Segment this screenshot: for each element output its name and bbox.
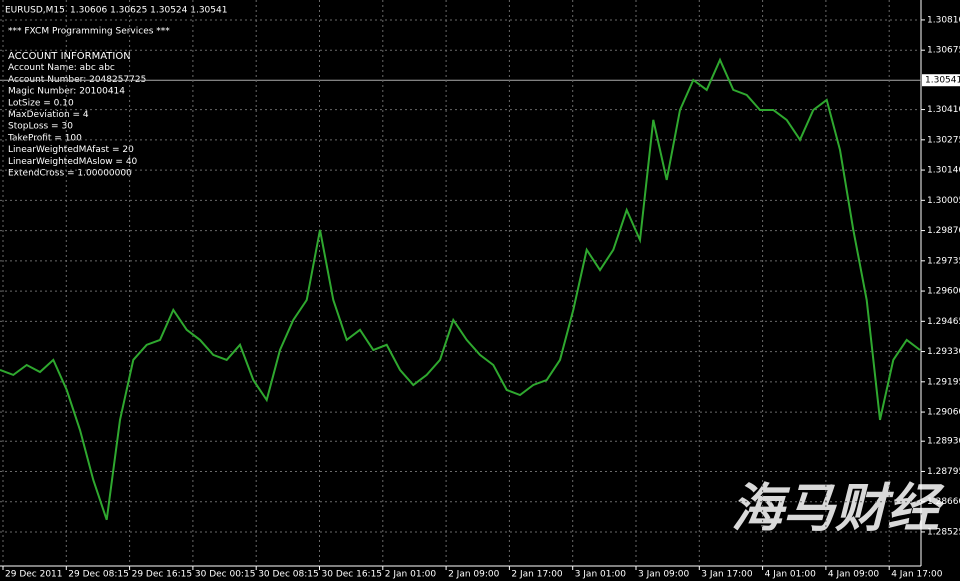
info-line: LotSize = 0.10 xyxy=(8,98,74,108)
x-tick-label: 2 Jan 17:00 xyxy=(511,570,563,580)
x-tick-label: 30 Dec 00:15 xyxy=(195,570,256,580)
x-tick-label: 30 Dec 16:15 xyxy=(322,570,383,580)
current-price-label: 1.30541 xyxy=(925,76,960,86)
banner: *** FXCM Programming Services *** xyxy=(8,27,170,37)
y-tick-label: 1.30140 xyxy=(927,166,960,176)
y-tick-label: 1.28525 xyxy=(927,527,960,537)
y-tick-label: 1.29060 xyxy=(927,408,960,418)
chart-quote: 1.30606 1.30625 1.30524 1.30541 xyxy=(70,6,227,16)
info-line: TakeProfit = 100 xyxy=(7,133,82,143)
x-tick-label: 2 Jan 01:00 xyxy=(385,570,437,580)
x-tick-label: 29 Dec 2011 xyxy=(5,570,63,580)
y-tick-label: 1.30675 xyxy=(927,46,960,56)
x-tick-label: 3 Jan 01:00 xyxy=(575,570,627,580)
x-tick-label: 3 Jan 09:00 xyxy=(638,570,690,580)
info-line: Account Name: abc abc xyxy=(8,63,115,73)
x-tick-label: 4 Jan 09:00 xyxy=(828,570,880,580)
info-line: StopLoss = 30 xyxy=(8,122,73,132)
chart-header: EURUSD,M15 xyxy=(5,6,65,16)
y-tick-label: 1.30810 xyxy=(927,15,960,25)
y-tick-label: 1.28930 xyxy=(927,437,960,447)
current-price-box xyxy=(922,74,960,87)
y-tick-label: 1.29195 xyxy=(927,377,960,387)
x-tick-label: 29 Dec 16:15 xyxy=(132,570,193,580)
info-heading: ACCOUNT INFORMATION xyxy=(8,51,131,62)
y-tick-label: 1.28660 xyxy=(927,497,960,507)
y-tick-label: 1.29465 xyxy=(927,317,960,327)
x-tick-label: 2 Jan 09:00 xyxy=(448,570,500,580)
y-tick-label: 1.30005 xyxy=(927,196,960,206)
y-tick-label: 1.28795 xyxy=(927,467,960,477)
x-tick-label: 29 Dec 08:15 xyxy=(68,570,129,580)
y-tick-label: 1.29600 xyxy=(927,287,960,297)
price-line xyxy=(0,57,921,521)
info-line: LinearWeightedMAslow = 40 xyxy=(8,157,138,167)
y-tick-label: 1.29735 xyxy=(927,256,960,266)
x-tick-label: 4 Jan 01:00 xyxy=(765,570,817,580)
info-line: LinearWeightedMAfast = 20 xyxy=(8,145,134,155)
info-line: MaxDeviation = 4 xyxy=(8,110,89,120)
y-tick-label: 1.29330 xyxy=(927,347,960,357)
x-tick-label: 30 Dec 08:15 xyxy=(258,570,319,580)
y-tick-label: 1.29870 xyxy=(927,226,960,236)
x-tick-label: 4 Jan 17:00 xyxy=(891,570,943,580)
info-line: ExtendCross = 1.00000000 xyxy=(8,169,132,179)
x-tick-label: 3 Jan 17:00 xyxy=(701,570,753,580)
y-tick-label: 1.30410 xyxy=(927,105,960,115)
y-tick-label: 1.30275 xyxy=(927,135,960,145)
watermark: 海马财经 xyxy=(731,479,945,539)
